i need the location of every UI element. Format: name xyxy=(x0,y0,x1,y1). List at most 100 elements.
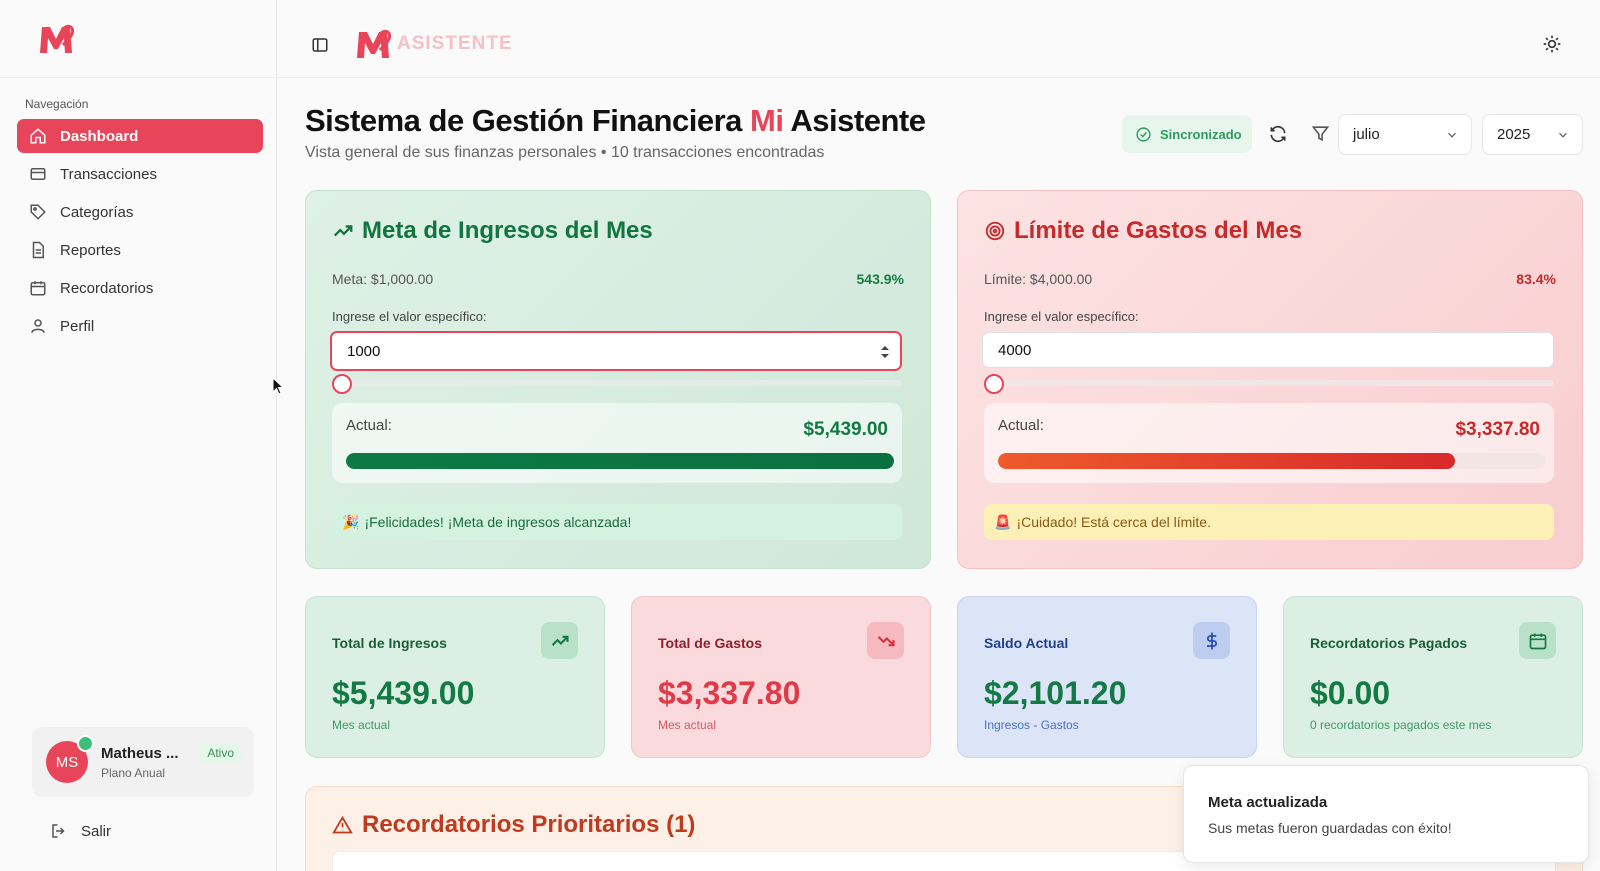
party-icon: 🎉 xyxy=(342,513,360,530)
user-icon xyxy=(29,317,47,335)
stat-card-saldo: Saldo Actual $2,101.20 Ingresos - Gastos xyxy=(957,596,1257,758)
expense-limit-label: Límite: $4,000.00 xyxy=(984,271,1093,287)
sidebar: Navegación Dashboard Transacciones Categ… xyxy=(0,0,277,871)
page-title: Sistema de Gestión Financiera Mi Asisten… xyxy=(305,103,926,139)
user-card[interactable]: MS Matheus ... Plano Anual Ativo xyxy=(32,727,254,797)
income-actual-value: $5,439.00 xyxy=(803,419,888,440)
expense-limit-input[interactable] xyxy=(982,332,1554,368)
toast-notification[interactable]: Meta actualizada Sus metas fueron guarda… xyxy=(1183,765,1589,863)
month-select[interactable]: julio xyxy=(1338,114,1472,155)
check-circle-icon xyxy=(1135,126,1152,143)
priority-reminders-title: Recordatorios Prioritarios (1) xyxy=(332,811,695,839)
trend-up-icon xyxy=(332,220,354,242)
sidebar-toggle-icon[interactable] xyxy=(311,36,329,54)
expense-limit-title-text: Límite de Gastos del Mes xyxy=(1014,217,1303,244)
logout-icon xyxy=(50,822,68,840)
sidebar-item-label: Recordatorios xyxy=(60,279,154,297)
online-badge-icon xyxy=(77,735,94,752)
chevron-down-icon xyxy=(1445,128,1459,142)
stat-label: Total de Ingresos xyxy=(332,635,447,651)
topbar: ASISTENTE xyxy=(278,10,1600,78)
sidebar-item-categorias[interactable]: Categorías xyxy=(17,195,263,229)
siren-icon: 🚨 xyxy=(994,513,1012,530)
warning-triangle-icon xyxy=(332,815,353,836)
expense-actual-label: Actual: xyxy=(998,417,1044,434)
theme-toggle-sun-icon[interactable] xyxy=(1542,34,1562,54)
expense-actual-value: $3,337.80 xyxy=(1455,419,1540,440)
income-goal-slider[interactable] xyxy=(332,380,902,386)
chevron-down-icon xyxy=(1556,128,1570,142)
income-actual-box: Actual: $5,439.00 xyxy=(332,403,902,483)
stepper-arrows-icon[interactable] xyxy=(880,344,890,360)
expense-limit-title: Límite de Gastos del Mes xyxy=(984,217,1302,245)
stat-card-ingresos: Total de Ingresos $5,439.00 Mes actual xyxy=(305,596,605,758)
file-icon xyxy=(29,241,47,259)
mouse-cursor-icon xyxy=(272,376,285,395)
user-plan: Plano Anual xyxy=(101,765,166,780)
income-actual-label: Actual: xyxy=(346,417,392,434)
stat-label: Total de Gastos xyxy=(658,635,762,651)
expense-limit-slider-thumb[interactable] xyxy=(984,374,1004,394)
logout-label: Salir xyxy=(81,822,112,840)
income-goal-card: Meta de Ingresos del Mes Meta: $1,000.00… xyxy=(305,190,931,569)
toast-description: Sus metas fueron guardadas con éxito! xyxy=(1208,820,1452,836)
sidebar-item-label: Dashboard xyxy=(60,127,139,145)
sync-status-badge: Sincronizado xyxy=(1122,115,1252,153)
target-icon xyxy=(984,220,1006,242)
card-icon xyxy=(29,165,47,183)
expense-limit-slider[interactable] xyxy=(984,380,1554,386)
stat-card-recordatorios: Recordatorios Pagados $0.00 0 recordator… xyxy=(1283,596,1583,758)
stat-value: $3,337.80 xyxy=(658,675,801,711)
logout-button[interactable]: Salir xyxy=(50,822,111,840)
stat-card-gastos: Total de Gastos $3,337.80 Mes actual xyxy=(631,596,931,758)
income-progress-bar xyxy=(346,453,894,469)
stat-note: 0 recordatorios pagados este mes xyxy=(1310,718,1492,732)
income-goal-field-label: Ingrese el valor específico: xyxy=(332,309,487,324)
sidebar-logo[interactable] xyxy=(0,0,276,78)
sidebar-item-reportes[interactable]: Reportes xyxy=(17,233,263,267)
stat-note: Mes actual xyxy=(658,718,717,732)
user-status-badge: Ativo xyxy=(199,743,242,763)
expense-limit-message: 🚨 ¡Cuidado! Está cerca del límite. xyxy=(984,504,1554,540)
refresh-icon[interactable] xyxy=(1268,124,1288,144)
dollar-icon xyxy=(1193,622,1230,659)
logo-text: ASISTENTE xyxy=(397,33,513,54)
income-goal-meta: Meta: $1,000.00 xyxy=(332,271,434,287)
stat-note: Mes actual xyxy=(332,718,391,732)
sidebar-item-recordatorios[interactable]: Recordatorios xyxy=(17,271,263,305)
income-goal-input[interactable] xyxy=(330,331,902,371)
stat-value: $5,439.00 xyxy=(332,675,475,711)
expense-actual-box: Actual: $3,337.80 xyxy=(984,403,1554,483)
expense-limit-message-text: ¡Cuidado! Está cerca del límite. xyxy=(1016,514,1211,530)
topbar-logo[interactable]: ASISTENTE xyxy=(353,26,513,62)
avatar: MS xyxy=(46,735,94,783)
expense-progress-bar xyxy=(998,453,1546,469)
trend-down-icon xyxy=(867,622,904,659)
sidebar-item-label: Perfil xyxy=(60,317,95,335)
sidebar-item-label: Categorías xyxy=(60,203,134,221)
expense-limit-card: Límite de Gastos del Mes Límite: $4,000.… xyxy=(957,190,1583,569)
income-goal-message-text: ¡Felicidades! ¡Meta de ingresos alcanzad… xyxy=(364,514,632,530)
sync-label: Sincronizado xyxy=(1160,126,1242,142)
brand-logo-icon xyxy=(40,24,75,53)
sidebar-item-label: Reportes xyxy=(60,241,121,259)
sidebar-item-transacciones[interactable]: Transacciones xyxy=(17,157,263,191)
home-icon xyxy=(29,127,47,145)
month-value: julio xyxy=(1353,126,1380,143)
title-part2: Asistente xyxy=(790,103,926,138)
expense-limit-percent: 83.4% xyxy=(1516,271,1556,287)
stat-note: Ingresos - Gastos xyxy=(984,718,1079,732)
tag-icon xyxy=(29,203,47,221)
year-value: 2025 xyxy=(1497,126,1531,143)
filter-icon[interactable] xyxy=(1311,124,1330,143)
sidebar-item-perfil[interactable]: Perfil xyxy=(17,309,263,343)
sidebar-item-dashboard[interactable]: Dashboard xyxy=(17,119,263,153)
income-goal-title-text: Meta de Ingresos del Mes xyxy=(362,217,653,244)
priority-reminders-title-text: Recordatorios Prioritarios (1) xyxy=(362,811,696,838)
page-subtitle: Vista general de sus finanzas personales… xyxy=(305,144,825,161)
trend-up-icon xyxy=(541,622,578,659)
income-goal-slider-thumb[interactable] xyxy=(332,374,352,394)
year-select[interactable]: 2025 xyxy=(1482,114,1583,155)
stat-value: $0.00 xyxy=(1310,675,1391,711)
brand-logo-icon xyxy=(357,29,392,58)
